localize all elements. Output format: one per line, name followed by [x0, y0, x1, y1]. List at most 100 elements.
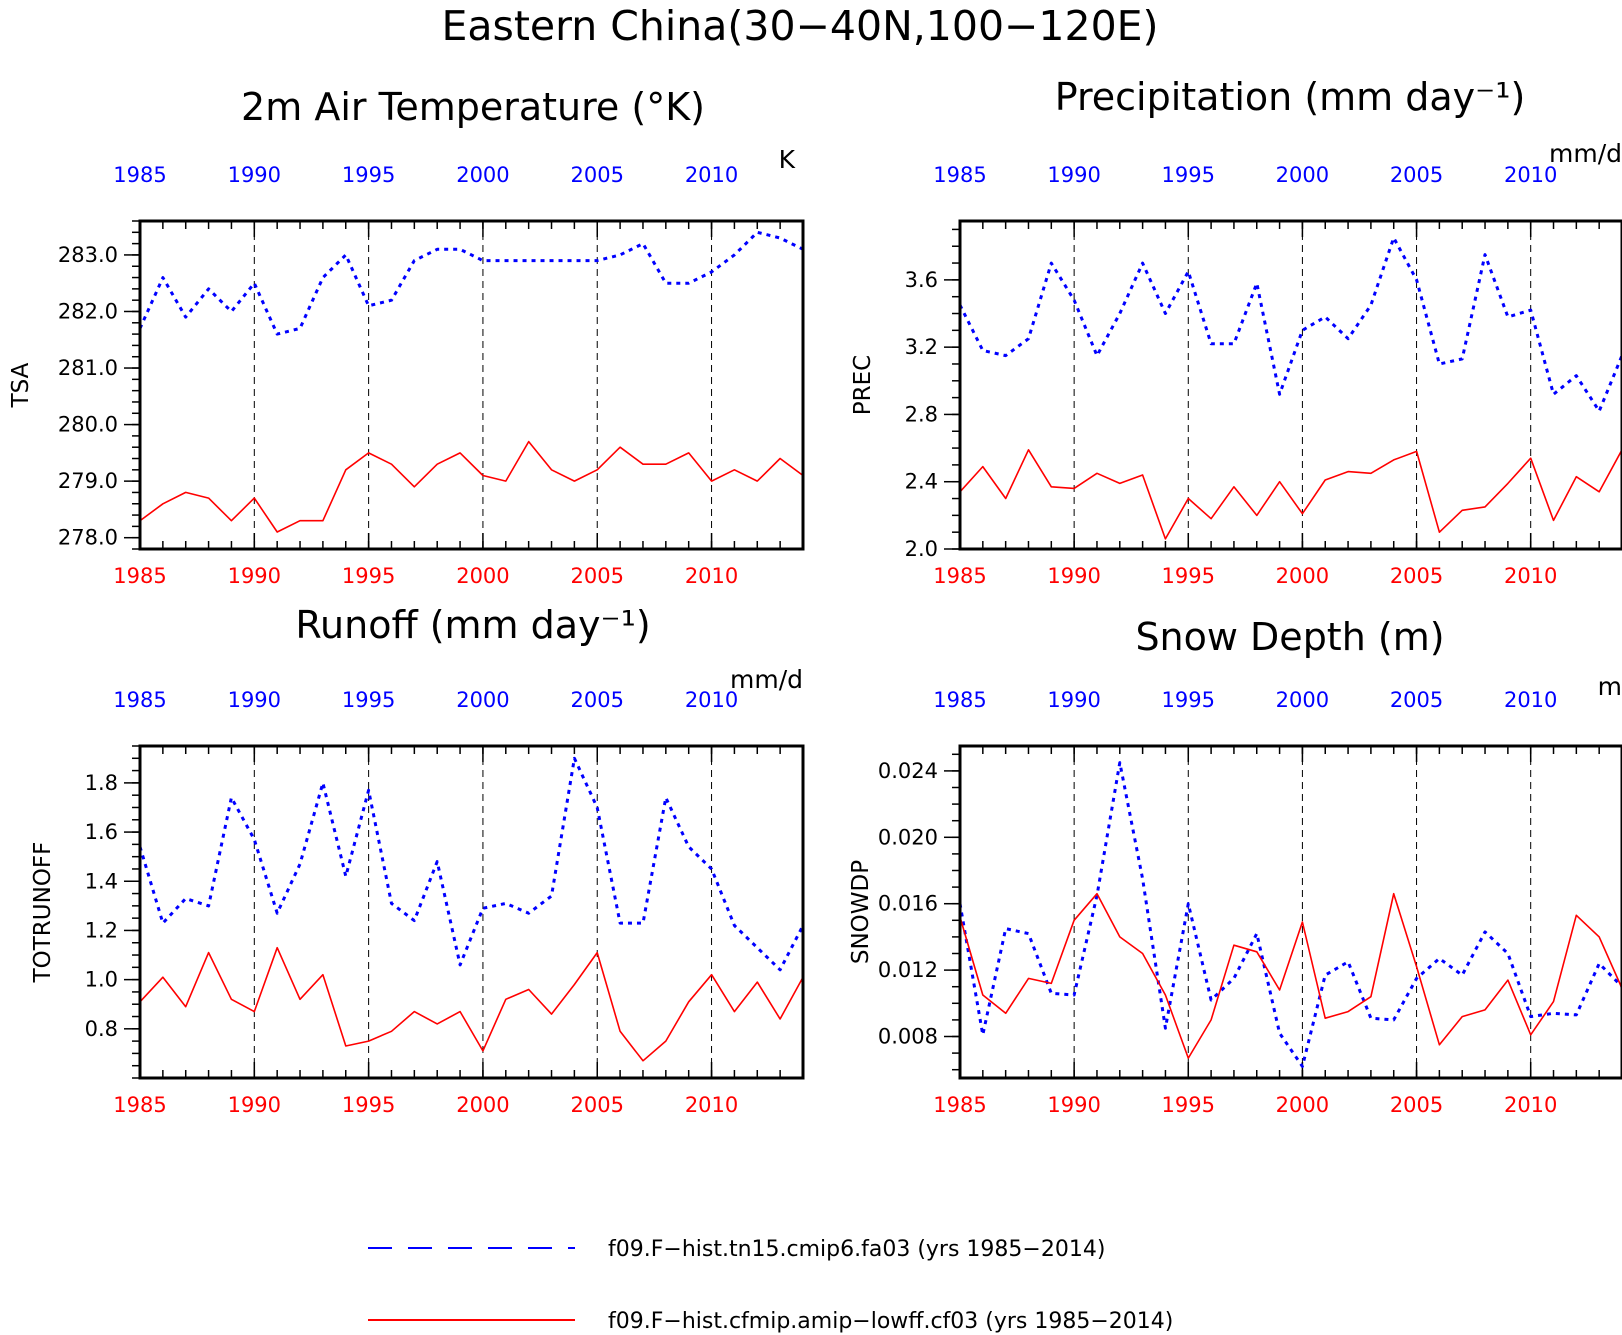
x-tick-label-top: 1990 [228, 688, 281, 712]
x-tick-label-top: 2010 [685, 688, 738, 712]
legend: f09.F−hist.tn15.cmip6.fa03 (yrs 1985−201… [368, 1237, 1173, 1334]
y-tick-label: 278.0 [58, 526, 118, 550]
unit-label: mm/d [730, 665, 803, 694]
y-tick-label: 0.008 [878, 1025, 938, 1049]
y-tick-label: 1.4 [85, 869, 118, 893]
x-tick-label-top: 1985 [933, 163, 986, 187]
y-tick-label: 1.8 [85, 771, 118, 795]
unit-label: m [1598, 672, 1622, 701]
x-tick-label-top: 2005 [1390, 688, 1443, 712]
x-tick-label-bottom: 1990 [228, 564, 281, 588]
y-tick-label: 279.0 [58, 469, 118, 493]
legend-label-series-b: f09.F−hist.cfmip.amip−lowff.cf03 (yrs 19… [608, 1309, 1173, 1334]
y-tick-label: 2.4 [905, 470, 938, 494]
panel-title: 2m Air Temperature (°K) [241, 85, 705, 129]
x-tick-label-top: 1995 [1162, 163, 1215, 187]
panel-snow-depth: Snow Depth (m) m SNOWDP 1985 1985 1990 1990 199… [848, 615, 1622, 1117]
series-b-line [960, 450, 1622, 539]
y-tick-label: 0.8 [85, 1017, 118, 1041]
plot-frame [140, 221, 803, 549]
x-tick-label-bottom: 1995 [1162, 564, 1215, 588]
y-tick-label: 3.2 [905, 335, 938, 359]
x-tick-label-bottom: 2000 [456, 1093, 509, 1117]
series-a-line [960, 238, 1622, 411]
x-tick-label-top: 2010 [1504, 688, 1557, 712]
x-tick-label-top: 2010 [685, 163, 738, 187]
y-axis-label: PREC [850, 355, 876, 415]
x-tick-label-bottom: 1985 [113, 564, 166, 588]
x-tick-label-bottom: 2000 [456, 564, 509, 588]
plot-frame [140, 746, 803, 1078]
x-tick-label-top: 1990 [1047, 688, 1100, 712]
y-tick-label: 1.0 [85, 968, 118, 992]
x-tick-label-top: 2000 [1276, 688, 1329, 712]
x-tick-label-top: 1995 [342, 163, 395, 187]
x-tick-label-top: 2005 [571, 688, 624, 712]
x-tick-label-bottom: 1990 [1047, 1093, 1100, 1117]
x-tick-label-top: 1985 [113, 688, 166, 712]
x-tick-label-top: 2010 [1504, 163, 1557, 187]
y-axis-label: TSA [8, 362, 34, 408]
figure-title: Eastern China(30−40N,100−120E) [441, 2, 1158, 50]
figure-canvas: Eastern China(30−40N,100−120E) 2m Air Te… [0, 0, 1622, 1335]
x-tick-label-bottom: 2005 [571, 1093, 624, 1117]
unit-label: mm/d [1549, 139, 1622, 168]
x-tick-label-top: 1995 [1162, 688, 1215, 712]
y-tick-label: 0.020 [878, 825, 938, 849]
y-axis-label: SNOWDP [848, 860, 874, 964]
x-tick-label-top: 1995 [342, 688, 395, 712]
y-tick-label: 281.0 [58, 356, 118, 380]
unit-label: K [779, 145, 796, 174]
x-tick-label-bottom: 1995 [1162, 1093, 1215, 1117]
x-tick-label-bottom: 2005 [1390, 564, 1443, 588]
x-tick-label-bottom: 1995 [342, 1093, 395, 1117]
y-tick-label: 1.6 [85, 820, 118, 844]
series-b-line [140, 442, 803, 532]
series-a-line [140, 232, 803, 334]
x-tick-label-top: 1985 [113, 163, 166, 187]
y-tick-label: 0.024 [878, 759, 938, 783]
y-tick-label: 3.6 [905, 268, 938, 292]
legend-label-series-a: f09.F−hist.tn15.cmip6.fa03 (yrs 1985−201… [608, 1237, 1105, 1262]
y-tick-label: 2.8 [905, 402, 938, 426]
y-tick-label: 1.2 [85, 918, 118, 942]
y-tick-label: 0.016 [878, 892, 938, 916]
y-tick-label: 0.012 [878, 958, 938, 982]
x-tick-label-top: 1990 [1047, 163, 1100, 187]
x-tick-label-bottom: 1990 [1047, 564, 1100, 588]
x-tick-label-top: 2000 [1276, 163, 1329, 187]
x-tick-label-bottom: 2010 [1504, 564, 1557, 588]
y-tick-label: 282.0 [58, 299, 118, 323]
x-tick-label-top: 2005 [1390, 163, 1443, 187]
series-a-line [960, 763, 1622, 1067]
y-tick-label: 283.0 [58, 243, 118, 267]
y-tick-label: 2.0 [905, 537, 938, 561]
x-tick-label-top: 1990 [228, 163, 281, 187]
panel-title: Precipitation (mm day⁻¹) [1055, 75, 1526, 119]
series-b-line [140, 948, 803, 1061]
x-tick-label-bottom: 1985 [933, 564, 986, 588]
x-tick-label-top: 2000 [456, 688, 509, 712]
x-tick-label-bottom: 2000 [1276, 1093, 1329, 1117]
panel-precipitation: Precipitation (mm day⁻¹) mm/d PREC 1985 1985… [850, 75, 1622, 588]
plot-frame [960, 746, 1622, 1078]
panel-title: Runoff (mm day⁻¹) [295, 603, 650, 647]
x-tick-label-top: 1985 [933, 688, 986, 712]
panel-runoff: Runoff (mm day⁻¹) mm/d TOTRUNOFF 1985 1985 19… [30, 603, 803, 1117]
x-tick-label-bottom: 2000 [1276, 564, 1329, 588]
series-a-line [140, 758, 803, 970]
y-axis-label: TOTRUNOFF [30, 842, 56, 984]
x-tick-label-top: 2005 [571, 163, 624, 187]
x-tick-label-bottom: 1995 [342, 564, 395, 588]
x-tick-label-bottom: 2010 [1504, 1093, 1557, 1117]
panel-title: Snow Depth (m) [1135, 615, 1444, 659]
x-tick-label-bottom: 2010 [685, 564, 738, 588]
series-b-line [960, 894, 1622, 1058]
x-tick-label-bottom: 2005 [1390, 1093, 1443, 1117]
x-tick-label-bottom: 2010 [685, 1093, 738, 1117]
y-tick-label: 280.0 [58, 413, 118, 437]
x-tick-label-bottom: 1985 [113, 1093, 166, 1117]
plot-frame [960, 221, 1622, 549]
x-tick-label-top: 2000 [456, 163, 509, 187]
x-tick-label-bottom: 1985 [933, 1093, 986, 1117]
